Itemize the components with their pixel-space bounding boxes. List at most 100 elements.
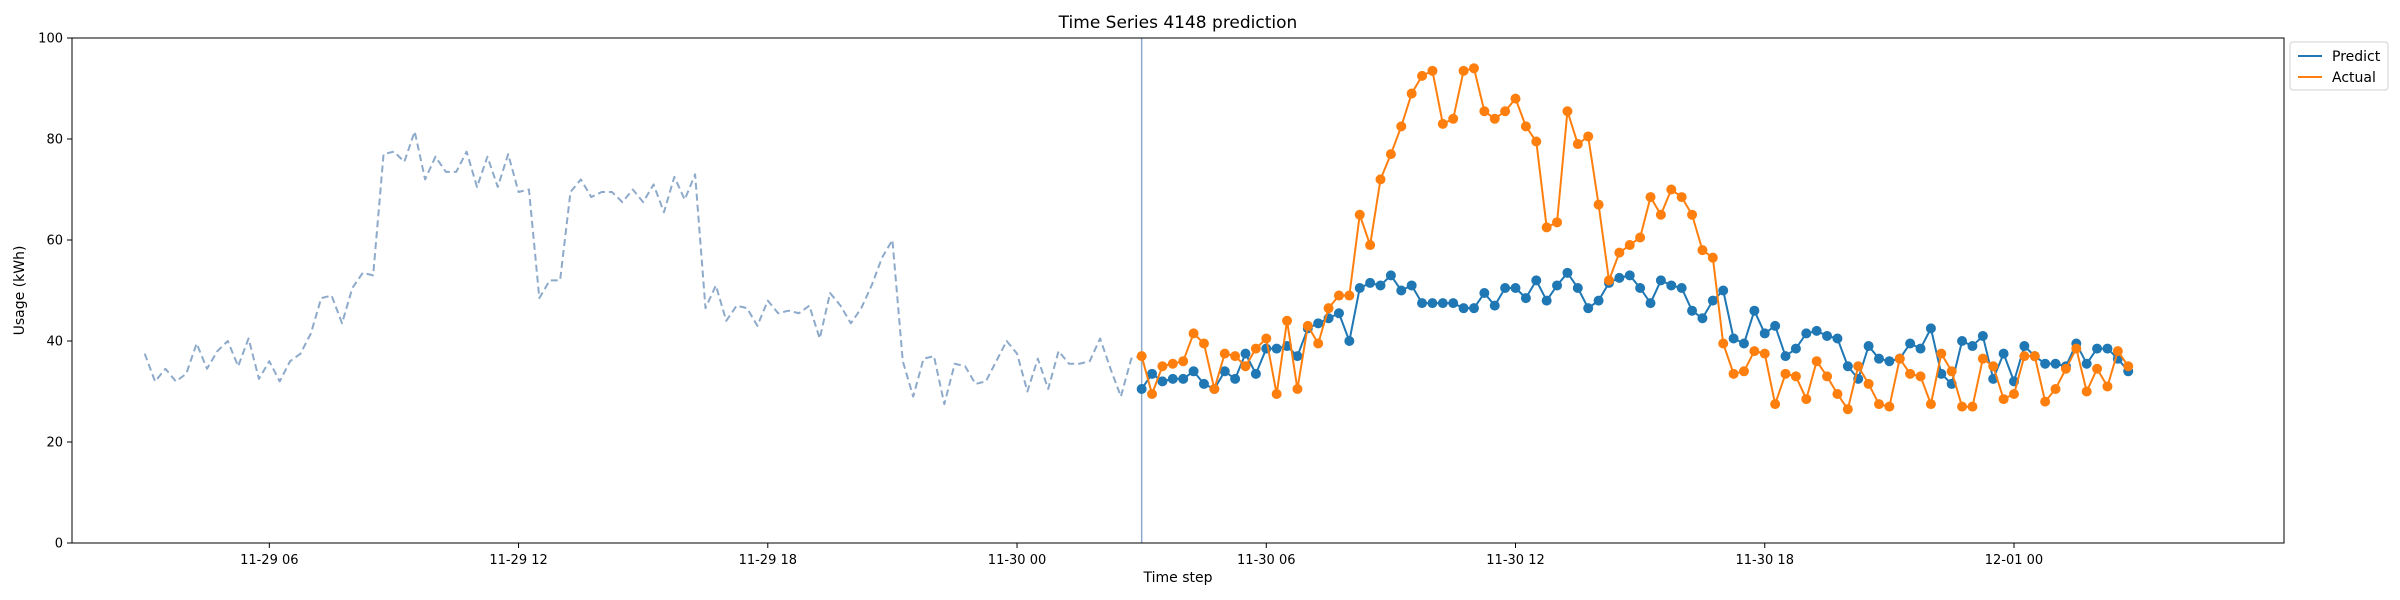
y-tick-label: 0 xyxy=(55,537,63,552)
data-point-actual xyxy=(1905,368,1916,379)
data-point-actual xyxy=(1198,338,1209,349)
data-point-predict xyxy=(1905,338,1916,349)
data-point-actual xyxy=(1884,401,1895,412)
data-point-actual xyxy=(1209,383,1220,394)
data-point-predict xyxy=(1271,343,1282,354)
data-point-predict xyxy=(1583,303,1594,314)
data-point-actual xyxy=(1178,356,1189,367)
data-point-actual xyxy=(1863,378,1874,389)
data-point-actual xyxy=(1687,209,1698,220)
data-point-actual xyxy=(1593,199,1604,210)
data-point-predict xyxy=(1998,348,2009,359)
legend: Predict Actual xyxy=(2289,41,2389,91)
data-point-predict xyxy=(1562,267,1573,278)
data-point-predict xyxy=(2040,358,2051,369)
x-tick-label: 12-01 00 xyxy=(1985,553,2043,568)
data-point-predict xyxy=(1614,272,1625,283)
data-point-actual xyxy=(2112,346,2123,357)
data-point-predict xyxy=(1884,356,1895,367)
data-point-predict xyxy=(1531,275,1542,286)
data-point-predict xyxy=(1406,280,1417,291)
data-point-actual xyxy=(1468,63,1479,74)
data-point-actual xyxy=(1417,70,1428,81)
data-point-predict xyxy=(1344,336,1355,346)
data-point-actual xyxy=(1655,209,1666,220)
data-point-actual xyxy=(1718,338,1729,349)
data-point-predict xyxy=(1770,320,1781,331)
data-point-actual xyxy=(1147,389,1158,400)
data-point-predict xyxy=(1250,368,1261,379)
data-point-predict xyxy=(1593,295,1604,306)
data-point-actual xyxy=(1167,358,1178,369)
data-point-predict xyxy=(1147,368,1158,379)
data-point-actual xyxy=(2071,343,2082,354)
data-point-actual xyxy=(1261,333,1272,344)
data-point-predict xyxy=(1832,333,1843,344)
data-point-actual xyxy=(1936,348,1947,359)
plot-frame xyxy=(71,37,2285,544)
data-point-actual xyxy=(1552,217,1563,228)
data-point-actual xyxy=(2081,386,2092,397)
plot-area xyxy=(143,38,2134,543)
data-point-predict xyxy=(1957,336,1968,346)
data-point-predict xyxy=(2081,358,2092,369)
series-actual xyxy=(1136,63,2134,415)
data-point-predict xyxy=(1333,308,1344,319)
data-point-predict xyxy=(1188,366,1199,377)
data-point-actual xyxy=(1946,366,1957,377)
data-point-actual xyxy=(1957,401,1968,412)
data-point-predict xyxy=(1822,330,1833,341)
data-point-actual xyxy=(1406,88,1417,99)
data-point-actual xyxy=(2123,361,2134,372)
data-point-predict xyxy=(1437,298,1448,309)
data-point-predict xyxy=(1375,280,1386,291)
data-point-predict xyxy=(1458,303,1469,314)
data-point-actual xyxy=(1230,351,1241,362)
data-point-actual xyxy=(1302,320,1313,331)
data-point-actual xyxy=(1998,394,2009,405)
data-point-actual xyxy=(1790,371,1801,382)
data-point-predict xyxy=(2092,343,2103,354)
data-point-actual xyxy=(1614,247,1625,258)
data-point-actual xyxy=(1157,361,1168,372)
data-point-actual xyxy=(1344,290,1355,301)
data-point-predict xyxy=(1365,277,1376,288)
data-point-predict xyxy=(2102,343,2113,354)
data-point-predict xyxy=(1842,361,1853,372)
x-tick-label: 11-30 00 xyxy=(988,553,1046,568)
data-point-predict xyxy=(1707,295,1718,306)
data-point-actual xyxy=(1219,348,1230,359)
data-point-actual xyxy=(1811,356,1822,367)
data-point-actual xyxy=(2008,389,2019,400)
data-point-predict xyxy=(1718,285,1729,296)
data-point-actual xyxy=(1385,149,1396,160)
data-point-actual xyxy=(2040,396,2051,407)
data-point-predict xyxy=(1219,366,1230,377)
chart-title: Time Series 4148 prediction xyxy=(1058,13,1298,33)
y-tick-label: 20 xyxy=(46,436,63,451)
data-point-predict xyxy=(1230,373,1241,384)
data-point-predict xyxy=(1520,293,1531,304)
data-point-actual xyxy=(1977,353,1988,364)
data-point-actual xyxy=(1188,328,1199,339)
data-point-actual xyxy=(1365,240,1376,251)
data-point-actual xyxy=(1136,351,1147,362)
data-point-actual xyxy=(1780,368,1791,379)
data-point-predict xyxy=(1417,298,1428,309)
data-point-predict xyxy=(1396,285,1407,296)
data-point-actual xyxy=(1894,353,1905,364)
data-point-predict xyxy=(1167,373,1178,384)
data-point-predict xyxy=(1198,378,1209,389)
legend-label-actual: Actual xyxy=(2332,70,2376,86)
data-point-actual xyxy=(1572,139,1583,150)
data-point-actual xyxy=(1822,371,1833,382)
data-point-actual xyxy=(1967,401,1978,412)
data-point-predict xyxy=(1936,368,1947,379)
data-point-actual xyxy=(1853,361,1864,372)
data-point-actual xyxy=(2092,363,2103,374)
x-tick-label: 11-29 12 xyxy=(489,553,547,568)
data-point-actual xyxy=(1437,118,1448,129)
history-line xyxy=(143,130,1142,406)
